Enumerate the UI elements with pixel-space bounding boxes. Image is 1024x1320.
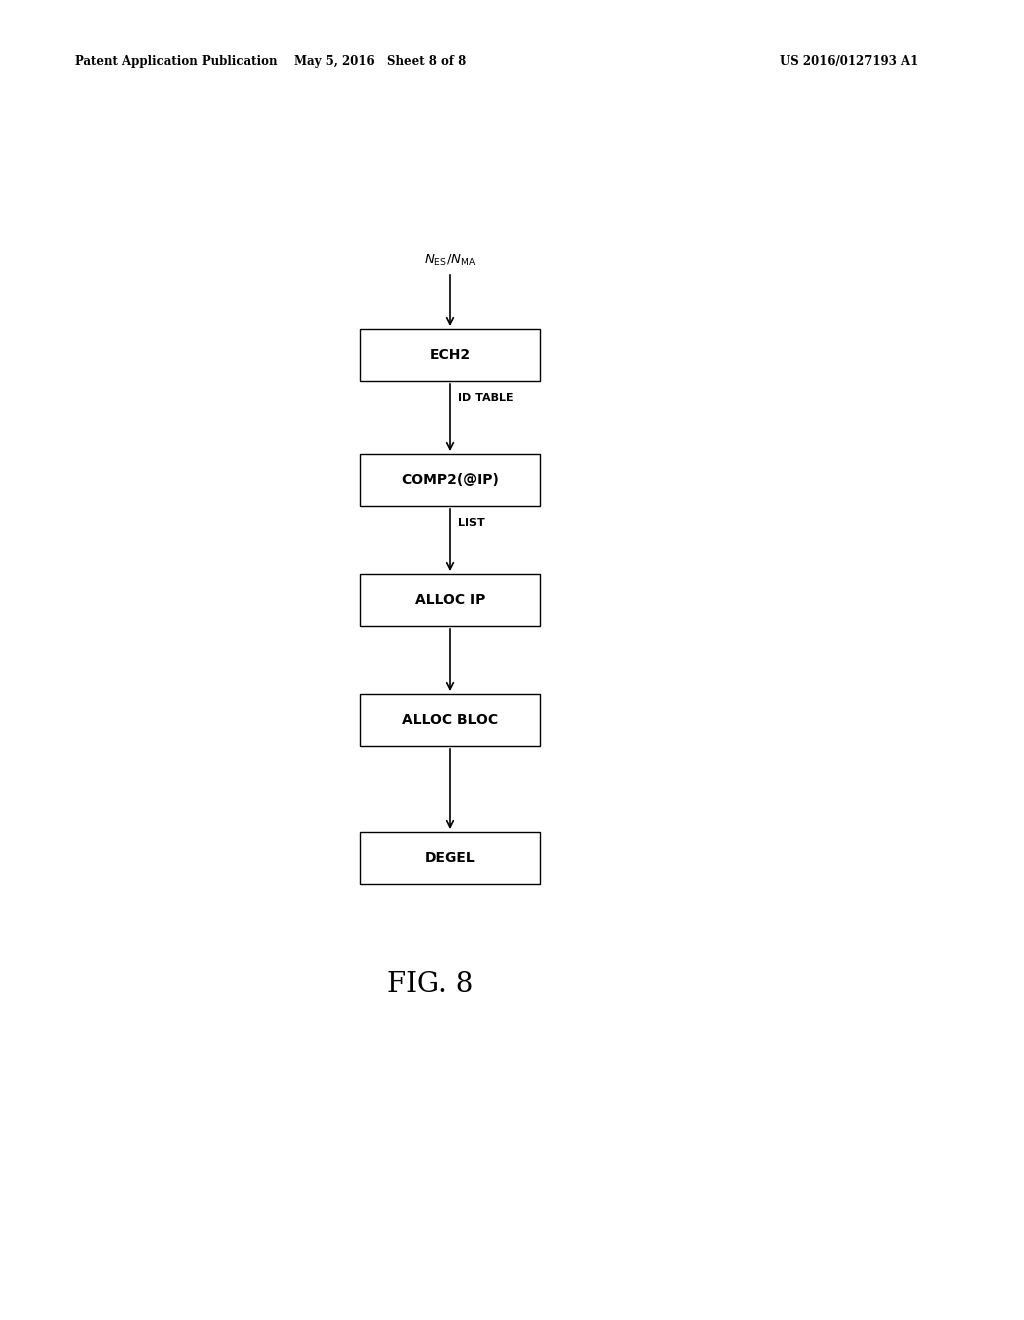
Text: $\mathit{N}_{\mathregular{ES}}$/$\mathit{N}_{\mathregular{MA}}$: $\mathit{N}_{\mathregular{ES}}$/$\mathit… xyxy=(424,252,476,268)
Text: ALLOC IP: ALLOC IP xyxy=(415,593,485,607)
Bar xyxy=(360,329,540,381)
Text: FIG. 8: FIG. 8 xyxy=(387,972,473,998)
Text: LIST: LIST xyxy=(458,517,484,528)
Text: ID TABLE: ID TABLE xyxy=(458,393,514,403)
Bar xyxy=(360,694,540,746)
Text: May 5, 2016   Sheet 8 of 8: May 5, 2016 Sheet 8 of 8 xyxy=(294,55,466,69)
Text: Patent Application Publication: Patent Application Publication xyxy=(75,55,278,69)
Bar xyxy=(360,574,540,626)
Text: DEGEL: DEGEL xyxy=(425,851,475,865)
Text: US 2016/0127193 A1: US 2016/0127193 A1 xyxy=(780,55,919,69)
Text: COMP2(@IP): COMP2(@IP) xyxy=(401,473,499,487)
Text: ALLOC BLOC: ALLOC BLOC xyxy=(402,713,498,727)
Bar xyxy=(360,454,540,506)
Bar xyxy=(360,832,540,884)
Text: ECH2: ECH2 xyxy=(429,348,471,362)
